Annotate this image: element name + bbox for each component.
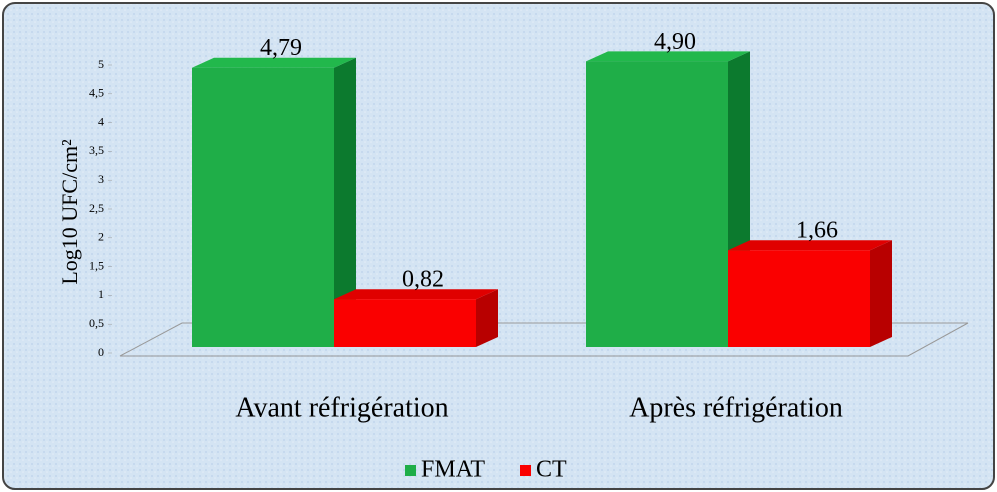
legend-swatch — [405, 465, 416, 476]
legend-label: FMAT — [421, 457, 485, 483]
y-tick-label: 4 — [98, 114, 104, 128]
y-tick-label: 0,5 — [89, 316, 104, 330]
y-tick-label: 3,5 — [89, 143, 104, 157]
y-tick-label: 3 — [98, 172, 104, 186]
legend-swatch — [520, 465, 531, 476]
bar-top — [586, 51, 750, 62]
bar — [586, 61, 728, 348]
y-tick-label: 2 — [98, 230, 104, 244]
y-tick-label: 0 — [98, 345, 104, 359]
y-tick-label: 2,5 — [89, 201, 104, 215]
bar-top — [728, 240, 892, 251]
floor — [119, 322, 969, 357]
bar-top — [334, 289, 498, 300]
bar — [728, 250, 870, 347]
y-tick-label: 1,5 — [89, 258, 104, 272]
y-tick-label: 1 — [98, 287, 104, 301]
bar-side — [334, 57, 356, 347]
bar-side — [870, 240, 892, 347]
bar — [334, 299, 476, 347]
value-label: 1,66 — [796, 218, 838, 244]
y-axis-label: Log10 UFC/cm² — [57, 139, 82, 285]
y-tick-label: 5 — [98, 57, 104, 71]
bar-top — [192, 57, 356, 68]
value-label: 4,90 — [654, 29, 696, 55]
legend-label: CT — [536, 457, 567, 483]
x-tick-label: Avant réfrigération — [235, 392, 448, 423]
value-label: 4,79 — [260, 35, 302, 61]
value-label: 0,82 — [402, 267, 444, 293]
x-tick-label: Après réfrigération — [629, 392, 843, 423]
y-tick-label: 4,5 — [89, 86, 104, 100]
bar — [192, 67, 334, 348]
bar-side — [476, 289, 498, 347]
